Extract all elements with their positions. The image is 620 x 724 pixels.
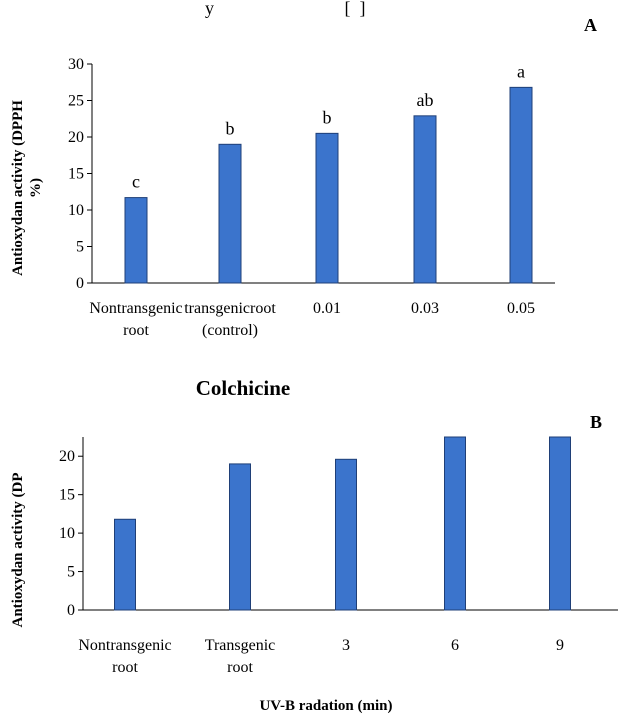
x-tick-label: Nontransgenic <box>89 300 182 317</box>
x-tick-label: 0.03 <box>411 300 439 317</box>
y-tick-label: 30 <box>68 56 84 73</box>
data-label: a <box>517 61 525 81</box>
x-axis-title-b: UV-B radation (min) <box>259 698 392 714</box>
chart-panel-b: B Antioxydan activity (DP 0 5 10 15 20 Nontr… <box>10 412 618 676</box>
x-tick-label: 6 <box>451 637 459 654</box>
bars-a <box>124 86 533 284</box>
bar <box>549 436 571 611</box>
y-axis-label-a: Antioxydan activity (DPPH <box>10 100 26 276</box>
x-tick-label: 3 <box>342 637 350 654</box>
x-tick-label: Transgenic <box>205 637 276 654</box>
x-tick-labels-b: Nontransgenic root Transgenic root 3 6 9 <box>78 637 564 676</box>
y-tick-label: 15 <box>68 166 84 183</box>
data-labels-a: c b b ab a <box>132 61 525 191</box>
y-axis-label-a-line2: %) <box>28 178 44 198</box>
bar <box>114 518 136 611</box>
bar <box>444 436 466 611</box>
y-axis-label-b: Antioxydan activity (DP <box>10 473 26 628</box>
x-axis-title-a: Colchicine <box>196 376 291 400</box>
bar <box>315 132 339 284</box>
y-tick-label: 5 <box>76 239 84 256</box>
y-ticks-b: 0 5 10 15 20 <box>59 448 83 619</box>
y-tick-label: 10 <box>59 525 75 542</box>
panel-label-b: B <box>590 412 602 432</box>
header-fragment: y [ ] <box>205 0 366 18</box>
y-tick-label: 25 <box>68 93 84 110</box>
bar <box>229 463 251 611</box>
y-ticks-a: 0 5 10 15 20 25 30 <box>68 56 92 292</box>
x-tick-label: 0.01 <box>313 300 341 317</box>
x-tick-labels-a: Nontransgenic root transgenicroot (control)… <box>89 300 535 339</box>
x-tick-label: root <box>123 322 149 339</box>
y-tick-label: 15 <box>59 487 75 504</box>
y-tick-label: 20 <box>59 448 75 465</box>
x-tick-label: (control) <box>202 322 258 339</box>
y-tick-label: 5 <box>67 564 75 581</box>
x-tick-label: root <box>227 659 253 676</box>
bar <box>218 143 242 284</box>
y-tick-label: 20 <box>68 129 84 146</box>
bars-b <box>114 436 571 611</box>
data-label: b <box>323 107 332 127</box>
bar <box>124 197 148 284</box>
data-label: ab <box>417 90 434 110</box>
y-tick-label: 10 <box>68 202 84 219</box>
x-tick-label: transgenicroot <box>184 300 276 317</box>
y-tick-label: 0 <box>76 275 84 292</box>
x-tick-label: root <box>112 659 138 676</box>
chart-panel-a: A Antioxydan activity (DPPH %) 0 5 10 15 20 2… <box>10 15 597 339</box>
bar <box>335 458 357 611</box>
data-label: b <box>226 118 235 138</box>
x-tick-label: Nontransgenic <box>78 637 171 654</box>
data-label: c <box>132 172 140 192</box>
bar <box>413 115 437 284</box>
bar <box>509 86 533 284</box>
panel-label-a: A <box>584 15 597 35</box>
x-tick-label: 0.05 <box>507 300 535 317</box>
x-tick-label: 9 <box>556 637 564 654</box>
y-tick-label: 0 <box>67 602 75 619</box>
